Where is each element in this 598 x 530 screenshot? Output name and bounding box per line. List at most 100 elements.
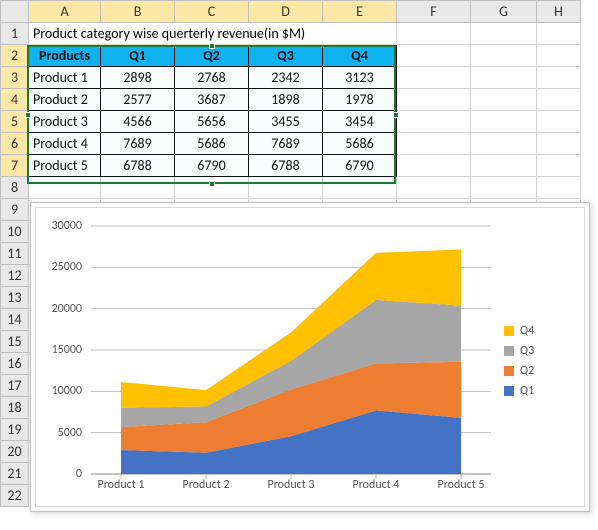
row-header-1[interactable]: 1 [1,23,29,45]
cell-F5[interactable] [397,111,471,133]
cell-D7[interactable]: 6788 [249,155,323,177]
col-header-B[interactable]: B [101,1,175,23]
row-header-14[interactable]: 14 [1,309,29,331]
legend-swatch-icon [504,386,514,396]
col-header-C[interactable]: C [175,1,249,23]
cell-G1[interactable] [471,23,537,45]
row-header-17[interactable]: 17 [1,375,29,397]
cell-E8[interactable] [323,177,397,199]
cell-D2[interactable]: Q3 [249,45,323,67]
cell-D3[interactable]: 2342 [249,67,323,89]
cell-F6[interactable] [397,133,471,155]
row-header-18[interactable]: 18 [1,397,29,419]
cell-A2[interactable]: Products [29,45,101,67]
row-header-15[interactable]: 15 [1,331,29,353]
cell-H2[interactable] [537,45,581,67]
y-axis-label: 30000 [52,219,82,233]
cell-E4[interactable]: 1978 [323,89,397,111]
cell-A6[interactable]: Product 4 [29,133,101,155]
row-header-20[interactable]: 20 [1,441,29,463]
cell-B5[interactable]: 4566 [101,111,175,133]
cell-H6[interactable] [537,133,581,155]
row-header-9[interactable]: 9 [1,199,29,221]
cell-H1[interactable] [537,23,581,45]
cell-C7[interactable]: 6790 [175,155,249,177]
col-header-G[interactable]: G [471,1,537,23]
cell-A5[interactable]: Product 3 [29,111,101,133]
cell-B4[interactable]: 2577 [101,89,175,111]
cell-D5[interactable]: 3455 [249,111,323,133]
cell-F3[interactable] [397,67,471,89]
cell-A4[interactable]: Product 2 [29,89,101,111]
cell-E2[interactable]: Q4 [323,45,397,67]
cell-E7[interactable]: 6790 [323,155,397,177]
row-header-21[interactable]: 21 [1,463,29,485]
cell-B8[interactable] [101,177,175,199]
cell-C8[interactable] [175,177,249,199]
selection-handle[interactable] [25,112,31,118]
col-header-F[interactable]: F [397,1,471,23]
cell-E6[interactable]: 5686 [323,133,397,155]
cell-A3[interactable]: Product 1 [29,67,101,89]
selection-handle[interactable] [209,181,215,187]
cell-F1[interactable] [397,23,471,45]
row-header-22[interactable]: 22 [1,485,29,507]
chart-legend: Q4Q3Q2Q1 [504,318,574,404]
chart-object[interactable]: 050001000015000200002500030000 Product 1… [30,202,590,512]
row-header-6[interactable]: 6 [1,133,29,155]
cell-B3[interactable]: 2898 [101,67,175,89]
cell-B2[interactable]: Q1 [101,45,175,67]
x-axis-label: Product 5 [437,478,484,492]
cell-D8[interactable] [249,177,323,199]
cell-E3[interactable]: 3123 [323,67,397,89]
cell-G7[interactable] [471,155,537,177]
row-header-12[interactable]: 12 [1,265,29,287]
cell-G6[interactable] [471,133,537,155]
cell-G4[interactable] [471,89,537,111]
cell-H3[interactable] [537,67,581,89]
cell-G8[interactable] [471,177,537,199]
row-header-11[interactable]: 11 [1,243,29,265]
cell-F2[interactable] [397,45,471,67]
cell-G2[interactable] [471,45,537,67]
cell-B6[interactable]: 7689 [101,133,175,155]
cell-C6[interactable]: 5686 [175,133,249,155]
col-header-E[interactable]: E [323,1,397,23]
cell-A1[interactable]: Product category wise querterly revenue(… [29,23,397,45]
col-header-D[interactable]: D [249,1,323,23]
row-header-16[interactable]: 16 [1,353,29,375]
cell-F4[interactable] [397,89,471,111]
cell-A8[interactable] [29,177,101,199]
selection-handle[interactable] [209,43,215,49]
cell-C3[interactable]: 2768 [175,67,249,89]
cell-G3[interactable] [471,67,537,89]
row-header-7[interactable]: 7 [1,155,29,177]
legend-label: Q4 [520,324,534,338]
cell-B7[interactable]: 6788 [101,155,175,177]
cell-C5[interactable]: 5656 [175,111,249,133]
x-axis-label: Product 3 [267,478,314,492]
cell-H5[interactable] [537,111,581,133]
row-header-3[interactable]: 3 [1,67,29,89]
row-header-19[interactable]: 19 [1,419,29,441]
cell-F8[interactable] [397,177,471,199]
cell-C4[interactable]: 3687 [175,89,249,111]
cell-F7[interactable] [397,155,471,177]
col-header-A[interactable]: A [29,1,101,23]
row-header-8[interactable]: 8 [1,177,29,199]
legend-label: Q3 [520,344,534,358]
cell-H8[interactable] [537,177,581,199]
row-header-13[interactable]: 13 [1,287,29,309]
cell-G5[interactable] [471,111,537,133]
col-header-H[interactable]: H [537,1,581,23]
selection-handle[interactable] [393,112,399,118]
cell-E5[interactable]: 3454 [323,111,397,133]
cell-H4[interactable] [537,89,581,111]
row-header-10[interactable]: 10 [1,221,29,243]
row-header-2[interactable]: 2 [1,45,29,67]
cell-D4[interactable]: 1898 [249,89,323,111]
cell-A7[interactable]: Product 5 [29,155,101,177]
cell-D6[interactable]: 7689 [249,133,323,155]
cell-H7[interactable] [537,155,581,177]
row-header-4[interactable]: 4 [1,89,29,111]
